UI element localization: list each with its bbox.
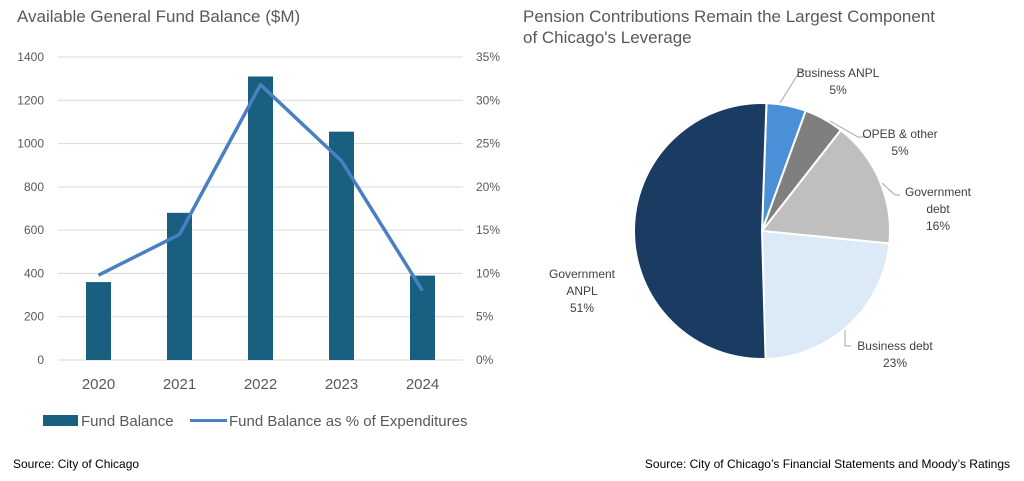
pie-chart-source: Source: City of Chicago’s Financial Stat…: [645, 457, 1010, 471]
legend-swatch-fund-balance: [43, 415, 78, 426]
y-tick-label: 400: [24, 266, 44, 280]
x-tick-label: 2020: [82, 376, 115, 393]
y2-tick-label: 0%: [476, 353, 494, 367]
leader-line: [881, 182, 900, 196]
bar-chart-x-axis: 2020 2021 2022 2023 2024: [82, 376, 439, 393]
pie-label-name: Government: [549, 267, 616, 281]
pie-label-name: ANPL: [566, 284, 598, 298]
pie-slice-business-debt: [760, 229, 891, 360]
y-tick-label: 1400: [17, 50, 44, 64]
y2-tick-label: 30%: [476, 93, 500, 107]
pie-label-name: OPEB & other: [862, 127, 937, 141]
leader-line: [829, 120, 868, 138]
y-tick-label: 1000: [17, 137, 44, 151]
pie-slices: [632, 102, 891, 360]
leader-line: [779, 70, 810, 104]
leader-line: [844, 330, 851, 347]
y2-tick-label: 15%: [476, 223, 500, 237]
y2-tick-label: 10%: [476, 266, 500, 280]
bar-2022: [248, 76, 273, 360]
bar-chart-title: Available General Fund Balance ($M): [17, 7, 300, 26]
bar-series: [86, 76, 435, 360]
x-tick-label: 2022: [244, 376, 277, 393]
pie-leader-lines: [779, 70, 900, 347]
bar-chart-source: Source: City of Chicago: [13, 457, 139, 471]
pie-label-pct: 23%: [883, 356, 907, 370]
y-tick-label: 1200: [17, 93, 44, 107]
pie-label-name: debt: [926, 202, 950, 216]
pie-label-pct: 5%: [891, 144, 909, 158]
y-tick-label: 0: [37, 353, 44, 367]
pie-labels: Business ANPL 5% OPEB & other 5% Government d…: [549, 66, 972, 370]
y2-tick-label: 20%: [476, 180, 500, 194]
pie-slice-government-anpl: [632, 102, 768, 360]
pie-label-name: Business debt: [857, 339, 933, 353]
bar-chart-y-axis: 0 200 400 600 800 1000 1200 1400: [17, 50, 44, 367]
pie-chart-title-line-2: of Chicago's Leverage: [523, 28, 692, 47]
pie-label-pct: 5%: [829, 83, 847, 97]
x-tick-label: 2024: [406, 376, 439, 393]
y-tick-label: 200: [24, 310, 44, 324]
x-tick-label: 2021: [163, 376, 196, 393]
bar-chart-y2-axis: 0% 5% 10% 15% 20% 25% 30% 35%: [476, 50, 500, 367]
y2-tick-label: 5%: [476, 310, 494, 324]
bar-2023: [329, 131, 354, 360]
pie-chart-title-line-1: Pension Contributions Remain the Largest…: [523, 7, 935, 26]
legend-label-fund-balance-pct: Fund Balance as % of Expenditures: [229, 413, 467, 430]
bar-chart-legend: Fund Balance Fund Balance as % of Expend…: [43, 413, 467, 430]
x-tick-label: 2023: [325, 376, 358, 393]
y2-tick-label: 25%: [476, 137, 500, 151]
pie-label-name: Government: [905, 185, 972, 199]
bar-2020: [86, 282, 111, 360]
pie-label-pct: 16%: [926, 219, 950, 233]
y-tick-label: 800: [24, 180, 44, 194]
pie-label-name: Business ANPL: [797, 66, 880, 80]
pie-slice-government-debt: [760, 128, 891, 245]
y-tick-label: 600: [24, 223, 44, 237]
line-series: [97, 82, 424, 292]
y2-tick-label: 35%: [476, 50, 500, 64]
legend-label-fund-balance: Fund Balance: [81, 413, 174, 430]
pie-label-pct: 51%: [570, 301, 594, 315]
